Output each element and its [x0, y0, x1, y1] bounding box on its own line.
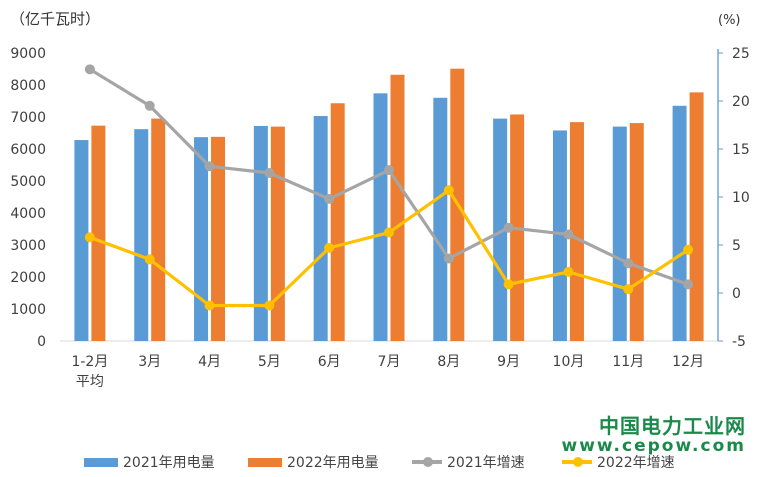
legend-swatch-2022-growth	[562, 457, 592, 467]
y-left-tick-label: 7000	[10, 110, 46, 126]
legend-item-2022-growth: 2022年增速	[562, 452, 675, 472]
y-left-tick-label: 9000	[10, 46, 46, 62]
legend-label-2022-growth: 2022年增速	[597, 455, 675, 471]
right-axis-unit: (%)	[718, 13, 741, 28]
bar-2022-usage	[330, 103, 345, 342]
bar-2021-usage	[672, 105, 687, 341]
y-left-tick-label: 4000	[10, 206, 46, 222]
point-2022-growth	[324, 242, 335, 253]
y-left-tick-label: 0	[37, 334, 46, 350]
left-axis-unit: （亿千瓦时）	[10, 10, 101, 28]
point-2022-growth	[623, 284, 634, 295]
point-2021-growth	[144, 100, 155, 111]
bar-2022-usage	[151, 118, 166, 341]
point-2021-growth	[204, 161, 215, 172]
y-left-tick-label: 8000	[10, 78, 46, 94]
bar-2021-usage	[313, 116, 328, 341]
bar-2022-usage	[91, 125, 106, 341]
legend-swatch-2022-usage	[248, 457, 282, 467]
line-2021-growth	[89, 67, 689, 286]
x-tick-label: 10月	[553, 354, 585, 370]
y-right-tick-label: 10	[732, 190, 750, 206]
bar-2022-usage	[270, 126, 285, 341]
y-right-tick-label: -5	[732, 334, 746, 350]
x-tick-label: 9月	[497, 354, 520, 370]
point-2021-growth	[563, 229, 574, 240]
legend-label-2022-usage: 2022年用电量	[287, 455, 379, 471]
y-right-tick-label: 5	[732, 238, 741, 254]
point-2021-growth	[384, 165, 394, 176]
bar-2021-usage	[493, 118, 508, 341]
y-left-tick-label: 2000	[10, 270, 46, 286]
bar-2021-usage	[134, 129, 149, 341]
legend-label-2021-growth: 2021年增速	[447, 455, 525, 471]
point-2021-growth	[623, 258, 634, 269]
x-tick-label: 11月	[612, 354, 644, 370]
point-2022-growth	[503, 279, 514, 290]
bar-2021-usage	[373, 93, 388, 341]
point-2021-growth	[683, 279, 694, 290]
x-tick-label: 7月	[378, 354, 401, 370]
point-2021-growth	[503, 222, 514, 233]
x-tick-label: 12月	[672, 354, 704, 370]
x-tick-label: 6月	[318, 354, 341, 370]
x-tick-label: 8月	[437, 354, 460, 370]
bar-2022-usage	[569, 122, 584, 342]
point-2021-growth	[443, 253, 454, 264]
watermark-name: 中国电力工业网	[599, 414, 746, 438]
point-2022-growth	[563, 266, 574, 277]
bar-2021-usage	[253, 125, 268, 342]
x-tick-label: 1-2月	[71, 354, 108, 370]
legend-item-2021-growth: 2021年增速	[412, 452, 525, 472]
point-2022-growth	[144, 254, 155, 265]
bar-2021-usage	[552, 130, 567, 341]
watermark-url: www.cepow.com	[561, 436, 746, 456]
y-right-tick-label: 20	[732, 94, 750, 110]
legend-swatch-2021-usage	[84, 457, 118, 467]
point-2022-growth	[443, 185, 454, 196]
bar-2021-usage	[612, 126, 627, 341]
y-right-tick-label: 15	[732, 142, 750, 158]
bar-2022-usage	[390, 74, 405, 341]
x-tick-label: 5月	[258, 354, 281, 370]
legend-swatch-2021-growth	[412, 457, 442, 467]
x-tick-label: 3月	[138, 354, 161, 370]
bar-2021-usage	[194, 137, 209, 341]
y-left-tick-label: 3000	[10, 238, 46, 254]
bar-2022-usage	[629, 123, 644, 341]
point-2022-growth	[683, 244, 694, 255]
x-tick-label: 平均	[76, 374, 104, 390]
point-2021-growth	[264, 168, 275, 178]
point-2022-growth	[84, 232, 95, 243]
bar-2022-usage	[211, 136, 226, 341]
point-2021-growth	[324, 193, 335, 204]
point-2022-growth	[264, 300, 275, 311]
point-2022-growth	[384, 227, 394, 238]
bar-2021-usage	[433, 97, 448, 341]
bar-2021-usage	[74, 140, 89, 341]
y-right-tick-label: 25	[732, 46, 750, 62]
x-tick-label: 4月	[198, 354, 221, 370]
y-right-tick-label: 0	[732, 286, 741, 302]
y-left-tick-label: 5000	[10, 174, 46, 190]
legend-label-2021-usage: 2021年用电量	[123, 455, 215, 471]
chart-legend: 2021年用电量 2022年用电量 2021年增速 2022年增速	[0, 452, 768, 472]
legend-item-2022-usage: 2022年用电量	[248, 452, 379, 472]
legend-item-2021-usage: 2021年用电量	[84, 452, 215, 472]
bar-2022-usage	[689, 92, 704, 341]
y-left-tick-label: 6000	[10, 142, 46, 158]
y-left-tick-label: 1000	[10, 302, 46, 318]
point-2022-growth	[204, 300, 215, 311]
point-2021-growth	[84, 64, 95, 75]
